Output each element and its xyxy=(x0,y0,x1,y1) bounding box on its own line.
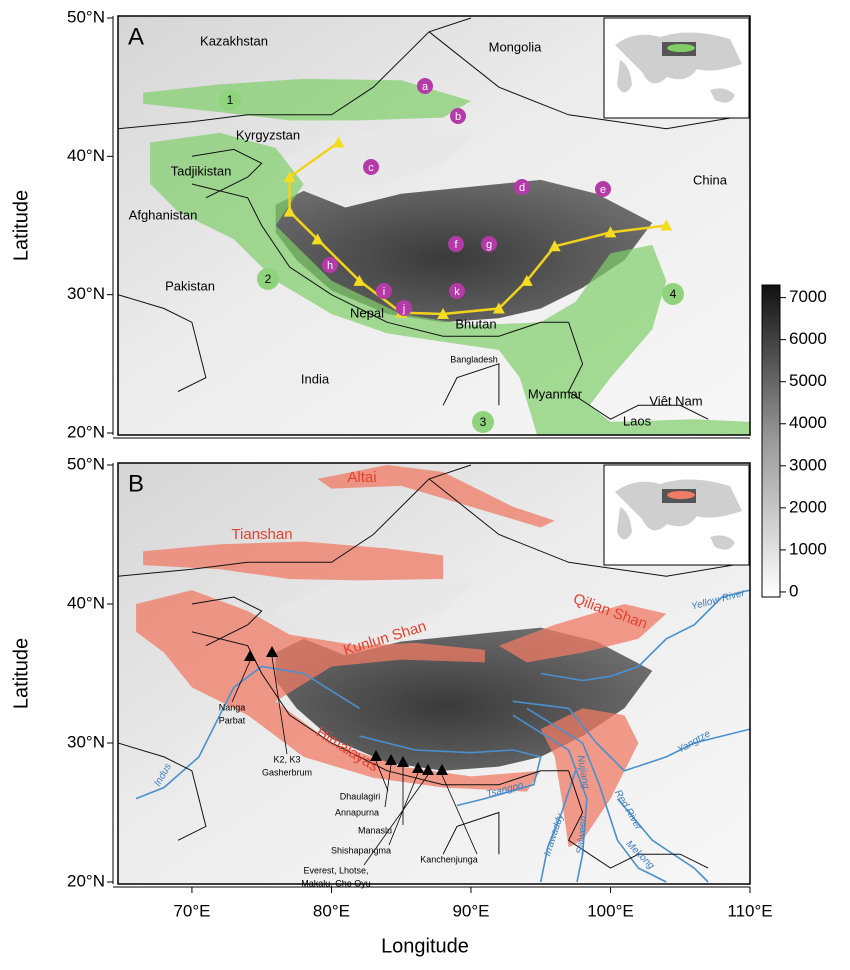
colorbar-tick-label: 3000 xyxy=(789,455,827,474)
range-label: Altai xyxy=(347,469,376,486)
site-label: i xyxy=(383,286,385,298)
country-label: Bangladesh xyxy=(450,354,498,364)
region-label: 4 xyxy=(670,287,677,301)
country-label: Bhutan xyxy=(455,316,496,331)
country-label: Laos xyxy=(623,413,652,428)
y-tick-label: 20°N xyxy=(67,422,105,441)
peak-label: Manaslu xyxy=(358,825,392,835)
site-label: a xyxy=(422,81,429,93)
y-tick-label: 40°N xyxy=(67,593,105,612)
inset-area xyxy=(667,491,695,499)
site-label: c xyxy=(368,162,374,174)
peak-label: K2, K3 xyxy=(273,754,300,764)
y-axis-title: Latitude xyxy=(10,638,32,709)
colorbar-tick-label: 7000 xyxy=(789,287,827,306)
figure: Longitude 20°N 30°N 40°N 50°N Latitude A 20°N 3… xyxy=(0,0,850,965)
peak-label: Makalu, Cho Oyu xyxy=(301,878,371,888)
country-label: Mongolia xyxy=(489,39,543,54)
colorbar-tick-label: 4000 xyxy=(789,413,827,432)
colorbar-tick-label: 5000 xyxy=(789,371,827,390)
colorbar xyxy=(762,285,780,597)
site-label: g xyxy=(486,239,492,251)
country-label: Kazakhstan xyxy=(200,33,268,48)
x-tick-label: 110°E xyxy=(727,901,772,920)
colorbar-tick-label: 6000 xyxy=(789,329,827,348)
y-tick-label: 50°N xyxy=(67,7,105,26)
region-label: 2 xyxy=(265,272,272,286)
y-tick-label: 50°N xyxy=(67,454,105,473)
y-tick-label: 20°N xyxy=(67,871,105,890)
x-tick-label: 100°E xyxy=(587,901,634,920)
country-label: Kyrgyzstan xyxy=(236,127,300,142)
colorbar-tick-label: 0 xyxy=(789,581,798,600)
peak-label: Annapurna xyxy=(335,807,379,817)
country-label: Viêt Nam xyxy=(649,393,702,408)
x-tick-label: 70°E xyxy=(173,901,210,920)
inset-area xyxy=(667,44,695,52)
site-label: b xyxy=(455,111,461,123)
peak-label: Parbat xyxy=(219,715,246,725)
site-label: j xyxy=(402,303,405,315)
site-label: h xyxy=(327,260,333,272)
x-tick-label: 80°E xyxy=(313,901,350,920)
site-label: d xyxy=(519,182,525,194)
country-label: India xyxy=(301,371,330,386)
y-tick-label: 30°N xyxy=(67,732,105,751)
y-tick-label: 40°N xyxy=(67,146,105,165)
region-label: 3 xyxy=(480,415,487,429)
peak-label: Nanga xyxy=(219,702,246,712)
peak-label: Dhaulagiri xyxy=(340,791,381,801)
peak-label: Gasherbrum xyxy=(262,767,312,777)
range-label: Tianshan xyxy=(231,526,292,543)
country-label: Afghanistan xyxy=(129,207,198,222)
country-label: Myanmar xyxy=(528,386,583,401)
peak-label: Shishapangma xyxy=(331,845,391,855)
site-label: e xyxy=(600,184,606,196)
country-label: Pakistan xyxy=(165,278,215,293)
inset-map xyxy=(604,465,749,565)
panel-letter: A xyxy=(128,23,144,50)
colorbar-tick-label: 2000 xyxy=(789,497,827,516)
panel-letter: B xyxy=(128,470,144,497)
country-label: China xyxy=(693,172,728,187)
y-axis-title: Latitude xyxy=(10,190,32,261)
colorbar-tick-label: 1000 xyxy=(789,539,827,558)
country-label: Tadjikistan xyxy=(171,163,232,178)
peak-label: Everest, Lhotse, xyxy=(303,865,368,875)
y-tick-label: 30°N xyxy=(67,284,105,303)
site-label: k xyxy=(454,286,460,298)
x-axis-title: Longitude xyxy=(381,935,469,957)
region-label: 1 xyxy=(227,93,234,107)
country-label: Nepal xyxy=(350,305,384,320)
inset-map xyxy=(604,18,749,118)
peak-label: Kanchenjunga xyxy=(420,854,478,864)
x-tick-label: 90°E xyxy=(452,901,489,920)
